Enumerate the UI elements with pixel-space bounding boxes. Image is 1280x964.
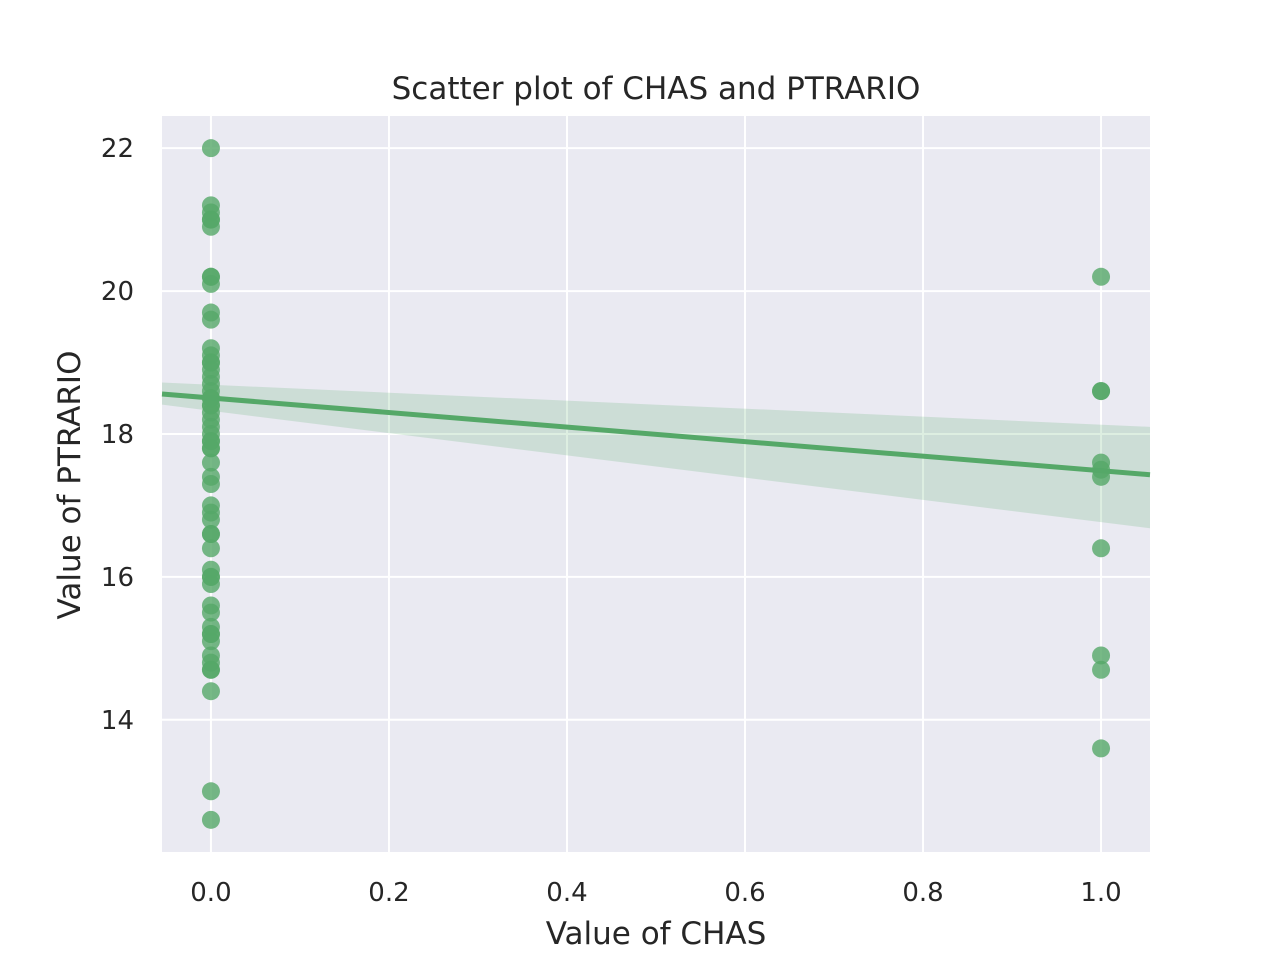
confidence-band-layer (162, 382, 1150, 529)
regression-line (161, 391, 1151, 478)
data-point (201, 453, 220, 472)
data-point (201, 810, 220, 829)
x-tick-labels: 0.0 0.2 0.4 0.6 0.8 1.0 (190, 878, 1121, 908)
data-point (1092, 267, 1111, 286)
data-point (201, 682, 220, 701)
x-axis-label: Value of CHAS (546, 916, 767, 952)
plot-area (162, 116, 1150, 852)
regression-line-layer (161, 391, 1151, 478)
data-point (201, 139, 220, 158)
data-point (201, 439, 220, 458)
x-tick-label: 0.8 (902, 878, 943, 908)
x-tick-label: 0.6 (724, 878, 765, 908)
data-points (201, 139, 1111, 829)
data-point (1092, 660, 1111, 679)
grid-lines (162, 116, 1150, 852)
y-axis-label: Value of PTRARIO (52, 351, 88, 620)
data-point (1092, 382, 1111, 401)
y-tick-label: 22 (101, 134, 134, 164)
x-tick-label: 0.2 (368, 878, 409, 908)
confidence-band (162, 382, 1150, 529)
y-tick-label: 16 (101, 563, 134, 593)
data-point (201, 567, 220, 586)
data-point (201, 310, 220, 329)
data-point (201, 782, 220, 801)
chart-title: Scatter plot of CHAS and PTRARIO (392, 71, 921, 107)
y-tick-label: 20 (101, 277, 134, 307)
data-point (201, 660, 220, 679)
data-point (201, 353, 220, 372)
data-point (201, 475, 220, 493)
data-point (201, 510, 220, 529)
data-point (201, 267, 220, 286)
y-tick-labels: 14 16 18 20 22 (101, 134, 134, 736)
x-tick-label: 1.0 (1080, 878, 1121, 908)
data-point (201, 417, 220, 436)
y-tick-label: 18 (101, 420, 134, 450)
data-point (1092, 646, 1111, 665)
data-point (201, 210, 220, 229)
x-tick-label: 0.4 (546, 878, 587, 908)
data-point (201, 603, 220, 622)
data-point (201, 525, 220, 544)
data-point (1092, 539, 1111, 558)
data-point (201, 539, 220, 558)
y-tick-label: 14 (101, 706, 134, 736)
data-point (201, 625, 220, 644)
data-point (1092, 739, 1111, 758)
x-tick-label: 0.0 (190, 878, 231, 908)
